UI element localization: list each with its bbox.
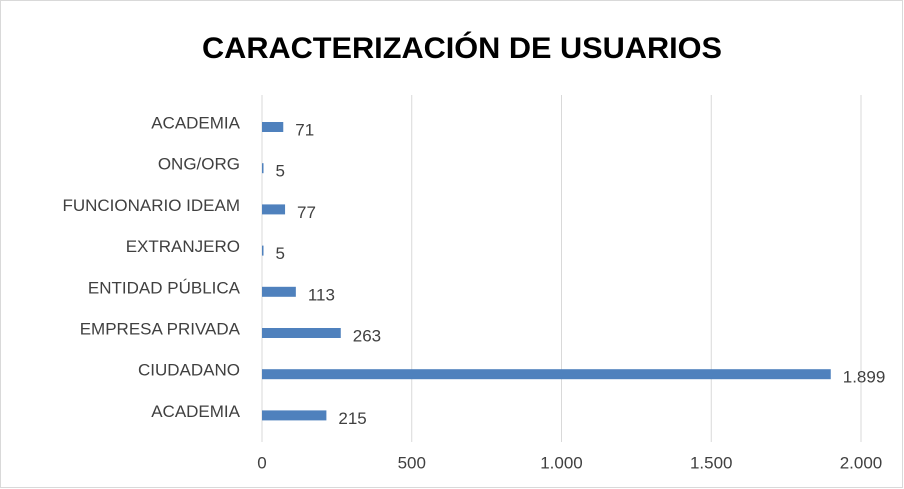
y-tick-label: CIUDADANO <box>138 361 240 380</box>
x-tick-label: 2.000 <box>840 453 883 472</box>
y-tick-label: ACADEMIA <box>151 402 240 421</box>
x-tick-label: 0 <box>257 453 266 472</box>
value-label: 77 <box>297 203 316 222</box>
bar <box>262 122 284 132</box>
bar <box>262 410 327 421</box>
y-tick-label: ACADEMIA <box>151 113 240 132</box>
bar <box>262 204 286 215</box>
value-label: 215 <box>338 409 366 428</box>
x-tick-label: 1.500 <box>690 453 733 472</box>
y-tick-label: EMPRESA PRIVADA <box>80 319 241 338</box>
x-tick-label: 1.000 <box>540 453 583 472</box>
y-tick-label: ONG/ORG <box>158 155 240 174</box>
value-label: 71 <box>295 120 314 139</box>
value-label: 5 <box>275 244 284 263</box>
chart-title: CARACTERIZACIÓN DE USUARIOS <box>202 31 722 65</box>
y-tick-label: EXTRANJERO <box>126 237 240 256</box>
bar <box>262 369 831 380</box>
bar <box>262 328 341 338</box>
y-tick-label: FUNCIONARIO IDEAM <box>62 196 240 215</box>
value-label: 113 <box>308 285 335 304</box>
x-tick-label: 500 <box>398 453 426 472</box>
value-label: 1.899 <box>843 368 886 387</box>
bar <box>262 245 264 256</box>
value-label: 263 <box>353 326 381 345</box>
bar <box>262 163 264 174</box>
value-label: 5 <box>275 162 284 181</box>
bar <box>262 286 296 297</box>
y-tick-label: ENTIDAD PÚBLICA <box>88 278 241 297</box>
